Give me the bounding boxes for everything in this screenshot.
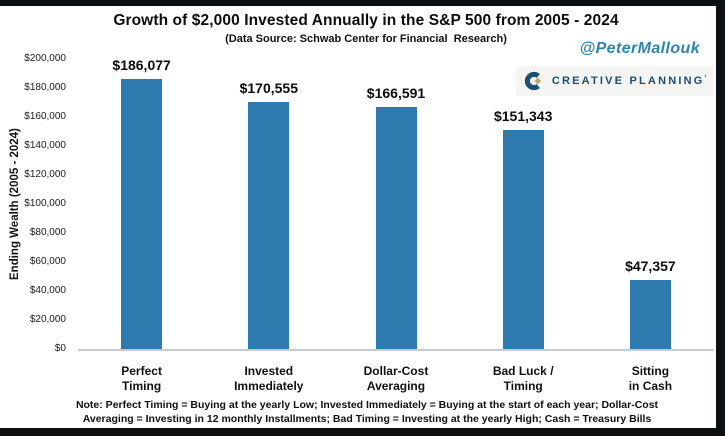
x-label-0: Perfect Timing xyxy=(78,364,205,394)
chart-title: Growth of $2,000 Invested Annually in th… xyxy=(113,12,619,29)
footnote-line-1: Note: Perfect Timing = Buying at the yea… xyxy=(75,399,659,411)
bar-0 xyxy=(121,79,163,349)
x-label-1: Invested Immediately xyxy=(205,364,332,394)
y-tick-1: $180,000 xyxy=(24,82,66,93)
x-label-line: in Cash xyxy=(628,379,673,393)
chart-header: Growth of $2,000 Invested Annually in th… xyxy=(16,12,716,45)
bar-value-4: $47,357 xyxy=(625,258,676,274)
y-tick-4: $120,000 xyxy=(24,169,66,180)
y-tick-8: $40,000 xyxy=(29,285,66,296)
footnote-line-2: Averaging = Investing in 12 monthly Inst… xyxy=(82,412,652,425)
author-handle: @PeterMallouk xyxy=(579,40,700,57)
y-tick-2: $160,000 xyxy=(24,111,66,122)
y-tick-5: $100,000 xyxy=(24,198,66,209)
x-label-line: Bad Luck / xyxy=(492,364,554,378)
x-label-line: Timing xyxy=(122,379,162,393)
creative-planning-logo: CREATIVE PLANNING’ xyxy=(516,66,713,96)
y-tick-7: $60,000 xyxy=(29,256,66,267)
y-axis-ticks: $200,000 $180,000 $160,000 $140,000 $120,000… xyxy=(0,53,66,354)
y-tick-6: $80,000 xyxy=(29,227,66,238)
logo-trademark: ’ xyxy=(704,75,707,82)
bar-4 xyxy=(629,280,671,349)
x-label-4: Sitting in Cash xyxy=(587,364,714,394)
bar-2 xyxy=(375,107,417,349)
x-label-line: Averaging xyxy=(366,379,426,393)
chart-subtitle: (Data Source: Schwab Center for Financia… xyxy=(225,33,507,45)
y-tick-9: $20,000 xyxy=(29,314,66,325)
bar-3 xyxy=(502,130,544,349)
bar-value-0: $186,077 xyxy=(112,57,171,73)
x-label-line: Sitting xyxy=(631,364,670,378)
x-label-line: Perfect xyxy=(121,364,162,378)
y-tick-3: $140,000 xyxy=(24,140,66,151)
y-tick-10: $0 xyxy=(54,343,66,354)
logo-wordmark: CREATIVE PLANNING’ xyxy=(551,75,707,87)
footnote: Note: Perfect Timing = Buying at the yea… xyxy=(60,399,674,426)
chart-canvas: Growth of $2,000 Invested Annually in th… xyxy=(0,6,716,428)
bar-value-3: $151,343 xyxy=(493,108,553,124)
x-label-line: Immediately xyxy=(234,379,304,393)
y-tick-0: $200,000 xyxy=(24,53,66,64)
creative-planning-c-icon xyxy=(523,70,545,92)
x-label-line: Timing xyxy=(503,379,543,393)
bar-value-1: $170,555 xyxy=(239,80,298,96)
plot-area: $186,077 $170,555 $166,591 $151,343 $47,357 xyxy=(78,57,714,351)
x-label-line: Dollar-Cost xyxy=(363,364,429,378)
x-label-line: Invested xyxy=(244,364,294,378)
bar-value-2: $166,591 xyxy=(366,85,426,101)
x-label-3: Bad Luck / Timing xyxy=(460,364,587,394)
x-label-2: Dollar-Cost Averaging xyxy=(332,364,459,394)
bar-1 xyxy=(248,102,290,349)
x-axis-labels: Perfect Timing Invested Immediately Dollar-C… xyxy=(78,364,714,396)
